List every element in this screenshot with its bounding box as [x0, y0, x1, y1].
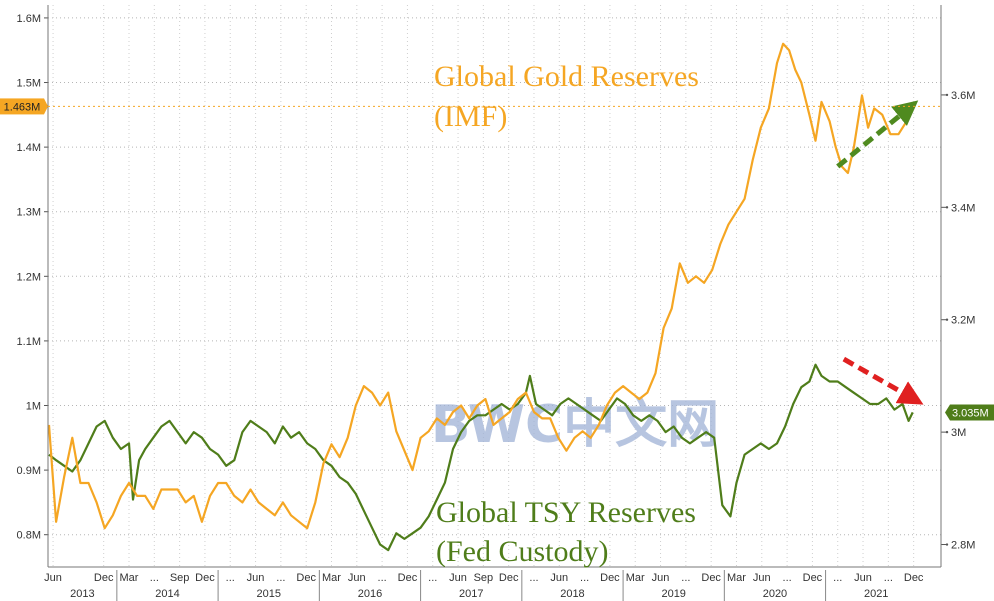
y-left-tick-label: 0.9M — [17, 465, 41, 477]
tsy-annotation-line2: (Fed Custody) — [436, 535, 609, 568]
y-left-tick-label: 1.3M — [17, 207, 41, 219]
x-tick-label: Jun — [247, 572, 265, 584]
y-right-tick-label: 3.4M — [951, 202, 975, 214]
x-tick-label: Sep — [474, 572, 494, 584]
y-right-tick-label: 3.6M — [951, 90, 975, 102]
axes: 0.8M 0.9M 1M 1.1M 1.2M 1.3M 1.4M 1.5M 1.6M 2.8M 3M… — [17, 5, 975, 601]
tsy-annotation-line1: Global TSY Reserves — [436, 496, 696, 529]
x-tick-label: Mar — [626, 572, 645, 584]
y-right-tick-dot — [945, 93, 949, 97]
gold-reserves-line — [47, 42, 914, 530]
y-left-tick-label: 1M — [26, 401, 41, 413]
x-tick-label: Jun — [854, 572, 872, 584]
x-tick-label: Mar — [727, 572, 746, 584]
x-tick-label: Jun — [652, 572, 670, 584]
y-right-tick-dot — [945, 206, 949, 209]
x-tick-label: Jun — [753, 572, 771, 584]
tsy-last-value-flag — [945, 404, 994, 421]
x-year-label: 2015 — [256, 588, 280, 600]
y-left-tick-label: 1.4M — [17, 142, 41, 154]
x-tick-label: ... — [226, 572, 235, 584]
x-tick-label: Dec — [499, 572, 519, 584]
x-tick-label: Mar — [322, 572, 341, 584]
green-up-arrow — [836, 100, 919, 169]
y-right-tick-dot — [945, 430, 949, 434]
x-tick-label: Dec — [94, 572, 114, 584]
x-tick-label: ... — [833, 572, 842, 584]
x-tick-label: ... — [783, 572, 792, 584]
x-tick-label: Dec — [701, 572, 721, 584]
y-right-tick-label: 3M — [951, 427, 966, 439]
x-tick-label: Dec — [600, 572, 620, 584]
x-year-label: 2014 — [155, 588, 179, 600]
x-year-label: 2018 — [560, 588, 584, 600]
y-left-tick-label: 1.1M — [17, 336, 41, 348]
x-tick-label: Jun — [449, 572, 467, 584]
x-tick-label: Dec — [803, 572, 823, 584]
x-tick-label: ... — [276, 572, 285, 584]
x-tick-label: ... — [150, 572, 159, 584]
y-left-tick-label: 1.2M — [17, 271, 41, 283]
trend-arrows — [836, 100, 924, 405]
y-right-tick-label: 2.8M — [951, 540, 975, 552]
gold-last-value-flag — [0, 98, 44, 115]
gold-last-value-text: 1.463M — [4, 101, 41, 113]
x-tick-label: ... — [580, 572, 589, 584]
x-year-label: 2016 — [358, 588, 382, 600]
x-year-label: 2017 — [459, 588, 483, 600]
x-tick-label: Sep — [170, 572, 190, 584]
y-left-tick-label: 1.6M — [17, 13, 41, 25]
x-tick-label: Dec — [904, 572, 924, 584]
x-tick-label: Dec — [195, 572, 215, 584]
x-year-label: 2013 — [70, 588, 94, 600]
y-right-tick-label: 3.2M — [951, 315, 975, 327]
x-tick-label: Mar — [120, 572, 139, 584]
gold-annotation: Global Gold Reserves (IMF) — [434, 60, 699, 133]
x-year-label: 2021 — [864, 588, 888, 600]
x-tick-label: ... — [428, 572, 437, 584]
x-year-label: 2019 — [661, 588, 685, 600]
red-down-arrow — [842, 356, 924, 405]
x-tick-label: ... — [884, 572, 893, 584]
x-tick-label: Dec — [296, 572, 316, 584]
tsy-last-value-text: 3.035M — [952, 407, 989, 419]
x-tick-label: ... — [681, 572, 690, 584]
tsy-reserves-line — [48, 363, 914, 552]
x-tick-label: Dec — [398, 572, 418, 584]
y-right-tick-dot — [945, 318, 949, 321]
gold-flag-pointer — [44, 98, 48, 115]
x-tick-label: Jun — [44, 572, 62, 584]
x-tick-label: Jun — [348, 572, 366, 584]
y-left-tick-label: 0.8M — [17, 530, 41, 542]
x-tick-label: ... — [378, 572, 387, 584]
last-value-flags: 1.463M 3.035M — [0, 98, 994, 421]
gold-annotation-line1: Global Gold Reserves — [434, 60, 699, 93]
y-right-tick-dot — [945, 543, 949, 546]
gold-annotation-line2: (IMF) — [434, 100, 507, 133]
x-year-label: 2020 — [763, 588, 787, 600]
tsy-annotation: Global TSY Reserves (Fed Custody) — [436, 496, 696, 568]
gridlines — [48, 5, 941, 567]
x-tick-label: ... — [529, 572, 538, 584]
x-tick-label: Jun — [550, 572, 568, 584]
series-lines — [47, 42, 914, 552]
y-left-tick-label: 1.5M — [17, 78, 41, 90]
